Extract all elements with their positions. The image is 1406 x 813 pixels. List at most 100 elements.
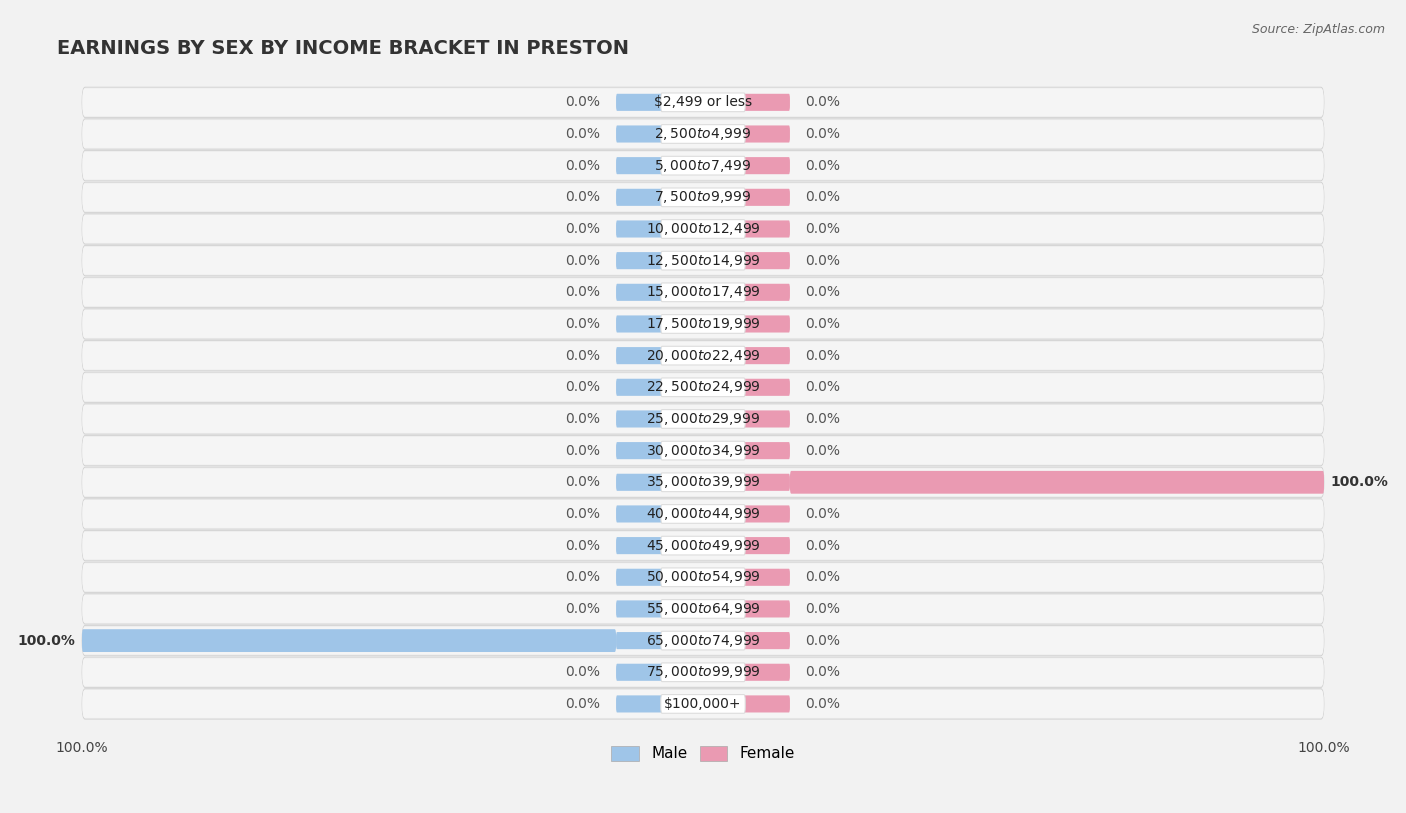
Text: 0.0%: 0.0% — [565, 539, 600, 553]
FancyBboxPatch shape — [661, 441, 745, 460]
Text: EARNINGS BY SEX BY INCOME BRACKET IN PRESTON: EARNINGS BY SEX BY INCOME BRACKET IN PRE… — [58, 39, 628, 59]
Text: 0.0%: 0.0% — [565, 222, 600, 236]
FancyBboxPatch shape — [82, 500, 1324, 528]
Text: $15,000 to $17,499: $15,000 to $17,499 — [645, 285, 761, 300]
FancyBboxPatch shape — [82, 277, 1324, 307]
FancyBboxPatch shape — [742, 252, 790, 269]
Text: 100.0%: 100.0% — [18, 633, 76, 648]
FancyBboxPatch shape — [616, 252, 664, 269]
Text: 100.0%: 100.0% — [1330, 476, 1388, 489]
Text: 0.0%: 0.0% — [806, 412, 841, 426]
FancyBboxPatch shape — [82, 87, 1324, 118]
FancyBboxPatch shape — [661, 631, 745, 650]
FancyBboxPatch shape — [661, 346, 745, 365]
FancyBboxPatch shape — [82, 246, 1324, 275]
FancyBboxPatch shape — [616, 695, 664, 712]
FancyBboxPatch shape — [661, 93, 745, 111]
FancyBboxPatch shape — [742, 93, 790, 111]
Text: 0.0%: 0.0% — [806, 127, 841, 141]
FancyBboxPatch shape — [616, 315, 664, 333]
Text: 0.0%: 0.0% — [565, 159, 600, 172]
FancyBboxPatch shape — [616, 157, 664, 174]
Text: $35,000 to $39,999: $35,000 to $39,999 — [645, 474, 761, 490]
FancyBboxPatch shape — [661, 537, 745, 555]
FancyBboxPatch shape — [82, 278, 1324, 307]
FancyBboxPatch shape — [82, 563, 1324, 591]
Text: $2,500 to $4,999: $2,500 to $4,999 — [654, 126, 752, 142]
Text: 0.0%: 0.0% — [565, 570, 600, 585]
FancyBboxPatch shape — [82, 341, 1324, 370]
FancyBboxPatch shape — [742, 347, 790, 364]
FancyBboxPatch shape — [82, 467, 1324, 498]
FancyBboxPatch shape — [82, 152, 1324, 180]
Text: 0.0%: 0.0% — [806, 539, 841, 553]
FancyBboxPatch shape — [82, 595, 1324, 623]
Text: $55,000 to $64,999: $55,000 to $64,999 — [645, 601, 761, 617]
FancyBboxPatch shape — [742, 411, 790, 428]
Text: $50,000 to $54,999: $50,000 to $54,999 — [645, 569, 761, 585]
Text: 0.0%: 0.0% — [806, 697, 841, 711]
Text: 0.0%: 0.0% — [806, 349, 841, 363]
FancyBboxPatch shape — [742, 315, 790, 333]
FancyBboxPatch shape — [82, 120, 1324, 148]
FancyBboxPatch shape — [82, 629, 616, 652]
FancyBboxPatch shape — [742, 125, 790, 142]
Text: 0.0%: 0.0% — [565, 285, 600, 299]
Text: $5,000 to $7,499: $5,000 to $7,499 — [654, 158, 752, 174]
Text: 0.0%: 0.0% — [565, 190, 600, 204]
FancyBboxPatch shape — [742, 474, 790, 491]
Text: $2,499 or less: $2,499 or less — [654, 95, 752, 109]
FancyBboxPatch shape — [661, 251, 745, 270]
FancyBboxPatch shape — [82, 625, 1324, 656]
FancyBboxPatch shape — [661, 283, 745, 302]
Text: 0.0%: 0.0% — [806, 570, 841, 585]
Text: $75,000 to $99,999: $75,000 to $99,999 — [645, 664, 761, 680]
FancyBboxPatch shape — [661, 694, 745, 713]
FancyBboxPatch shape — [82, 309, 1324, 339]
FancyBboxPatch shape — [742, 695, 790, 712]
Text: 0.0%: 0.0% — [806, 285, 841, 299]
FancyBboxPatch shape — [82, 689, 1324, 720]
FancyBboxPatch shape — [616, 537, 664, 554]
FancyBboxPatch shape — [82, 498, 1324, 529]
Text: 0.0%: 0.0% — [806, 602, 841, 616]
FancyBboxPatch shape — [661, 156, 745, 175]
FancyBboxPatch shape — [82, 372, 1324, 402]
FancyBboxPatch shape — [616, 663, 664, 680]
Text: 0.0%: 0.0% — [806, 633, 841, 648]
Text: $20,000 to $22,499: $20,000 to $22,499 — [645, 348, 761, 363]
FancyBboxPatch shape — [742, 600, 790, 618]
FancyBboxPatch shape — [82, 436, 1324, 466]
FancyBboxPatch shape — [661, 124, 745, 143]
FancyBboxPatch shape — [616, 189, 664, 206]
Text: 0.0%: 0.0% — [565, 602, 600, 616]
FancyBboxPatch shape — [82, 341, 1324, 371]
Text: 0.0%: 0.0% — [806, 254, 841, 267]
FancyBboxPatch shape — [616, 474, 664, 491]
FancyBboxPatch shape — [82, 310, 1324, 338]
Text: 0.0%: 0.0% — [806, 317, 841, 331]
FancyBboxPatch shape — [616, 442, 664, 459]
Text: 0.0%: 0.0% — [806, 95, 841, 109]
FancyBboxPatch shape — [742, 537, 790, 554]
FancyBboxPatch shape — [82, 404, 1324, 434]
FancyBboxPatch shape — [82, 659, 1324, 686]
FancyBboxPatch shape — [82, 562, 1324, 593]
Text: 0.0%: 0.0% — [565, 380, 600, 394]
Text: 0.0%: 0.0% — [806, 380, 841, 394]
FancyBboxPatch shape — [616, 284, 664, 301]
FancyBboxPatch shape — [661, 378, 745, 397]
FancyBboxPatch shape — [661, 188, 745, 207]
FancyBboxPatch shape — [616, 125, 664, 142]
Text: $100,000+: $100,000+ — [664, 697, 742, 711]
FancyBboxPatch shape — [742, 189, 790, 206]
FancyBboxPatch shape — [790, 471, 1324, 493]
FancyBboxPatch shape — [616, 600, 664, 618]
FancyBboxPatch shape — [82, 530, 1324, 561]
FancyBboxPatch shape — [616, 379, 664, 396]
FancyBboxPatch shape — [82, 184, 1324, 211]
Text: $22,500 to $24,999: $22,500 to $24,999 — [645, 380, 761, 395]
FancyBboxPatch shape — [82, 468, 1324, 496]
Text: 0.0%: 0.0% — [565, 95, 600, 109]
FancyBboxPatch shape — [82, 593, 1324, 624]
